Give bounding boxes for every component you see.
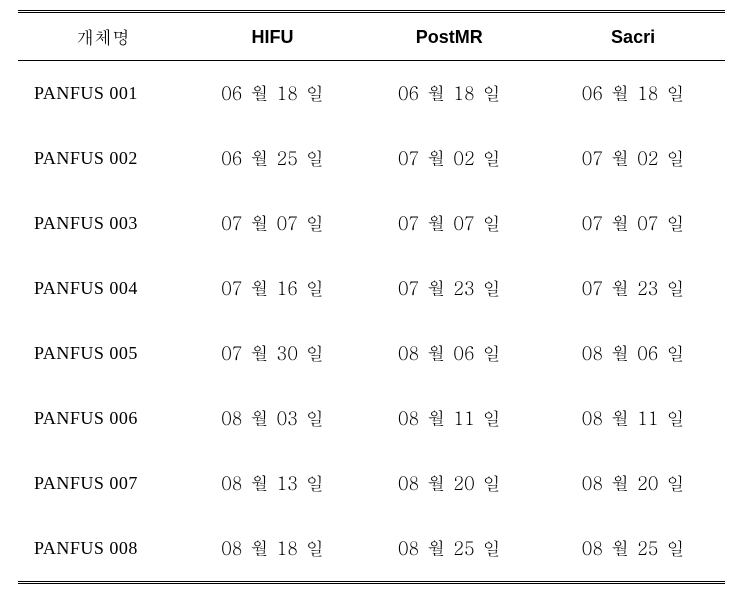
cell-sacri: 08 월 25 일 xyxy=(541,516,725,583)
col-header-name: 개체명 xyxy=(18,12,188,61)
table-row: PANFUS 00708 월 13 일08 월 20 일08 월 20 일 xyxy=(18,451,725,516)
cell-postmr: 06 월 18 일 xyxy=(357,61,541,127)
col-header-hifu: HIFU xyxy=(188,12,358,61)
col-header-postmr: PostMR xyxy=(357,12,541,61)
cell-hifu: 07 월 16 일 xyxy=(188,256,358,321)
col-header-sacri: Sacri xyxy=(541,12,725,61)
cell-sacri: 07 월 02 일 xyxy=(541,126,725,191)
cell-postmr: 08 월 11 일 xyxy=(357,386,541,451)
cell-postmr: 08 월 20 일 xyxy=(357,451,541,516)
table-row: PANFUS 00507 월 30 일08 월 06 일08 월 06 일 xyxy=(18,321,725,386)
cell-sacri: 08 월 06 일 xyxy=(541,321,725,386)
cell-postmr: 07 월 07 일 xyxy=(357,191,541,256)
cell-name: PANFUS 002 xyxy=(18,126,188,191)
table-row: PANFUS 00407 월 16 일07 월 23 일07 월 23 일 xyxy=(18,256,725,321)
cell-hifu: 07 월 30 일 xyxy=(188,321,358,386)
cell-postmr: 07 월 23 일 xyxy=(357,256,541,321)
table-row: PANFUS 00808 월 18 일08 월 25 일08 월 25 일 xyxy=(18,516,725,583)
data-table: 개체명 HIFU PostMR Sacri PANFUS 00106 월 18 … xyxy=(18,10,725,584)
cell-name: PANFUS 006 xyxy=(18,386,188,451)
cell-name: PANFUS 004 xyxy=(18,256,188,321)
cell-name: PANFUS 003 xyxy=(18,191,188,256)
cell-hifu: 08 월 13 일 xyxy=(188,451,358,516)
cell-name: PANFUS 008 xyxy=(18,516,188,583)
cell-hifu: 06 월 25 일 xyxy=(188,126,358,191)
cell-name: PANFUS 005 xyxy=(18,321,188,386)
cell-postmr: 08 월 25 일 xyxy=(357,516,541,583)
header-row: 개체명 HIFU PostMR Sacri xyxy=(18,12,725,61)
cell-hifu: 08 월 18 일 xyxy=(188,516,358,583)
cell-hifu: 06 월 18 일 xyxy=(188,61,358,127)
cell-hifu: 08 월 03 일 xyxy=(188,386,358,451)
table-row: PANFUS 00608 월 03 일08 월 11 일08 월 11 일 xyxy=(18,386,725,451)
table-row: PANFUS 00206 월 25 일07 월 02 일07 월 02 일 xyxy=(18,126,725,191)
cell-sacri: 07 월 23 일 xyxy=(541,256,725,321)
cell-sacri: 07 월 07 일 xyxy=(541,191,725,256)
cell-hifu: 07 월 07 일 xyxy=(188,191,358,256)
cell-name: PANFUS 007 xyxy=(18,451,188,516)
cell-name: PANFUS 001 xyxy=(18,61,188,127)
cell-sacri: 08 월 20 일 xyxy=(541,451,725,516)
table-body: PANFUS 00106 월 18 일06 월 18 일06 월 18 일PAN… xyxy=(18,61,725,583)
table-row: PANFUS 00307 월 07 일07 월 07 일07 월 07 일 xyxy=(18,191,725,256)
cell-postmr: 08 월 06 일 xyxy=(357,321,541,386)
cell-postmr: 07 월 02 일 xyxy=(357,126,541,191)
cell-sacri: 06 월 18 일 xyxy=(541,61,725,127)
table-row: PANFUS 00106 월 18 일06 월 18 일06 월 18 일 xyxy=(18,61,725,127)
cell-sacri: 08 월 11 일 xyxy=(541,386,725,451)
